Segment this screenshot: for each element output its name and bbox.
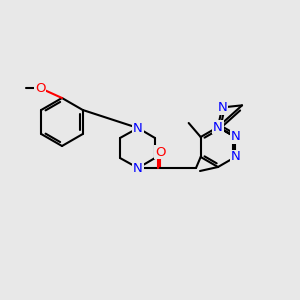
Text: N: N	[213, 121, 223, 134]
Text: N: N	[230, 130, 240, 143]
Text: N: N	[217, 101, 227, 114]
Text: N: N	[230, 151, 240, 164]
Text: N: N	[133, 161, 143, 175]
Text: N: N	[133, 122, 143, 134]
Text: O: O	[155, 146, 165, 158]
Text: O: O	[35, 82, 45, 94]
